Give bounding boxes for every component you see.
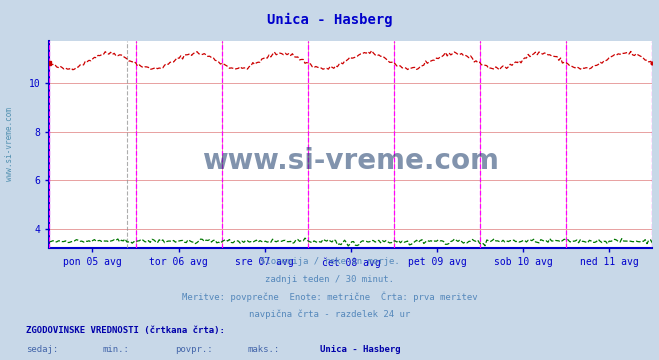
Text: www.si-vreme.com: www.si-vreme.com xyxy=(202,148,500,175)
Text: Unica - Hasberg: Unica - Hasberg xyxy=(267,13,392,27)
Text: Meritve: povprečne  Enote: metrične  Črta: prva meritev: Meritve: povprečne Enote: metrične Črta:… xyxy=(182,292,477,302)
Text: maks.:: maks.: xyxy=(247,345,279,354)
Text: sedaj:: sedaj: xyxy=(26,345,59,354)
Text: povpr.:: povpr.: xyxy=(175,345,212,354)
Text: navpična črta - razdelek 24 ur: navpična črta - razdelek 24 ur xyxy=(249,309,410,319)
Text: zadnji teden / 30 minut.: zadnji teden / 30 minut. xyxy=(265,275,394,284)
Text: Unica - Hasberg: Unica - Hasberg xyxy=(320,345,400,354)
Text: min.:: min.: xyxy=(102,345,129,354)
Text: www.si-vreme.com: www.si-vreme.com xyxy=(5,107,14,181)
Text: Slovenija / reke in morje.: Slovenija / reke in morje. xyxy=(260,257,399,266)
Text: ZGODOVINSKE VREDNOSTI (črtkana črta):: ZGODOVINSKE VREDNOSTI (črtkana črta): xyxy=(26,326,225,335)
